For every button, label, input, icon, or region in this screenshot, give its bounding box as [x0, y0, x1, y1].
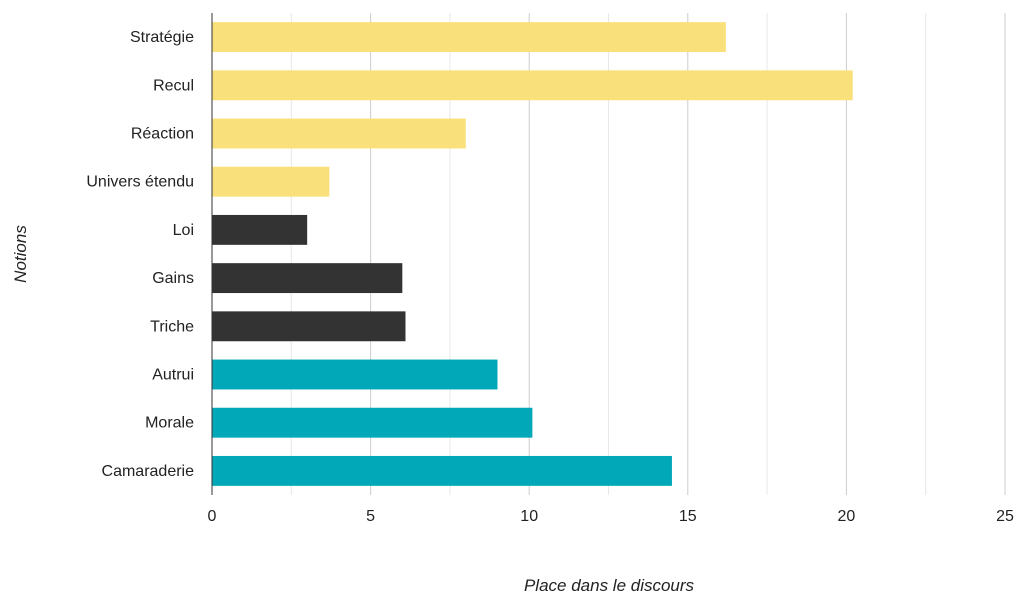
category-label: Gains [152, 270, 194, 287]
category-label: Univers étendu [86, 174, 194, 191]
x-tick-label: 5 [366, 508, 375, 525]
bars [212, 22, 853, 486]
bar [212, 166, 330, 197]
category-label: Loi [173, 222, 194, 239]
x-tick-label: 0 [208, 508, 217, 525]
category-label: Réaction [131, 126, 194, 143]
x-axis-title: Place dans le discours [524, 576, 695, 595]
x-tick-label: 25 [996, 508, 1014, 525]
category-label: Camaraderie [102, 463, 195, 480]
category-label: Autrui [152, 367, 194, 384]
bar [212, 214, 308, 245]
bar [212, 118, 466, 149]
bar [212, 70, 853, 101]
bar [212, 263, 403, 294]
y-axis-title: Notions [11, 225, 30, 283]
category-label: Morale [145, 415, 194, 432]
bar [212, 407, 533, 438]
x-tick-label: 15 [679, 508, 697, 525]
category-label: Recul [153, 77, 194, 94]
bar [212, 455, 672, 486]
bar [212, 311, 406, 342]
x-tick-label: 10 [520, 508, 538, 525]
bar [212, 22, 726, 53]
category-label: Stratégie [130, 29, 194, 46]
category-label: Triche [150, 318, 194, 335]
x-tick-label: 20 [838, 508, 856, 525]
axes: 0 5 10 15 20 25 Stratégie Recul Réaction Univers … [86, 13, 1014, 525]
bar [212, 359, 498, 390]
